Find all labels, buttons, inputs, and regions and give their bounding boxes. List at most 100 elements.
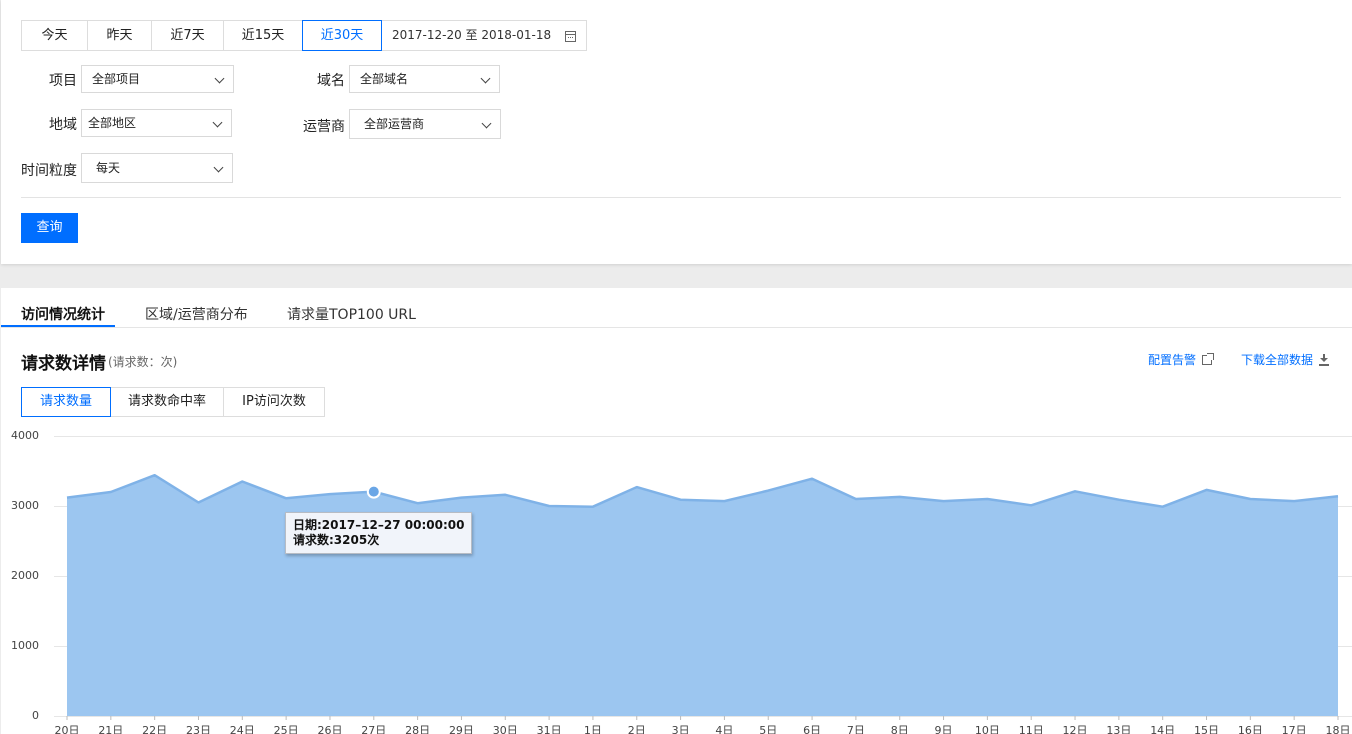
data-point	[328, 493, 331, 496]
granularity-select[interactable]: 每天	[81, 153, 233, 183]
download-all-link[interactable]: 下载全部数据	[1241, 351, 1330, 368]
data-point	[1161, 505, 1164, 508]
x-tick-label: 13日	[1106, 724, 1131, 734]
granularity-select-value: 每天	[96, 161, 121, 175]
tab-region-isp[interactable]: 区域/运营商分布	[145, 307, 248, 323]
isp-select[interactable]: 全部运营商	[349, 109, 501, 139]
range-yesterday-button[interactable]: 昨天	[88, 21, 152, 50]
x-tick-label: 25日	[274, 724, 299, 734]
data-point	[1249, 498, 1252, 501]
data-point	[679, 498, 682, 501]
region-label: 地域	[49, 117, 77, 133]
x-tick-label: 10日	[975, 724, 1000, 734]
x-tick-label: 27日	[361, 724, 386, 734]
data-point	[854, 498, 857, 501]
x-tick-label: 2日	[628, 724, 646, 734]
project-label: 项目	[49, 73, 77, 89]
date-range-picker[interactable]: 2017-12-20 至 2018-01-18	[382, 21, 586, 50]
x-tick-label: 28日	[405, 724, 430, 734]
data-point	[767, 489, 770, 492]
region-select[interactable]: 全部地区	[81, 109, 232, 137]
domain-select[interactable]: 全部域名	[349, 65, 500, 93]
domain-select-value: 全部域名	[360, 72, 409, 86]
chevron-down-icon	[480, 73, 491, 84]
highlighted-point	[366, 484, 381, 499]
data-point	[1337, 495, 1340, 498]
x-tick-label: 5日	[759, 724, 777, 734]
range-7days-button[interactable]: 近7天	[152, 21, 224, 50]
x-tick-label: 20日	[55, 724, 80, 734]
tab-bar: 访问情况统计 区域/运营商分布 请求量TOP100 URL	[1, 288, 1352, 328]
tooltip-date: 日期:2017–12–27 00:00:00	[293, 518, 465, 532]
data-point	[66, 496, 69, 499]
y-tick-label: 4000	[11, 429, 39, 442]
data-point	[591, 505, 594, 508]
x-tick-label: 9日	[935, 724, 953, 734]
chevron-down-icon	[214, 73, 225, 84]
data-point	[1117, 498, 1120, 501]
data-point	[635, 486, 638, 489]
download-icon	[1319, 353, 1330, 366]
x-tick-label: 26日	[317, 724, 342, 734]
series-area	[67, 475, 1338, 716]
data-point	[241, 480, 244, 483]
data-point	[898, 495, 901, 498]
x-tick-label: 24日	[230, 724, 255, 734]
chevron-down-icon	[213, 162, 224, 173]
section-subtitle: (请求数：次)	[108, 355, 178, 369]
x-tick-label: 7日	[847, 724, 865, 734]
x-tick-label: 15日	[1194, 724, 1219, 734]
x-tick-label: 6日	[803, 724, 821, 734]
chart-tooltip: 日期:2017–12–27 00:00:00 请求数:3205次	[285, 512, 473, 554]
x-tick-label: 21日	[98, 724, 123, 734]
divider	[21, 197, 1341, 198]
data-point	[986, 498, 989, 501]
stats-panel: 访问情况统计 区域/运营商分布 请求量TOP100 URL 请求数详情 (请求数…	[1, 288, 1352, 734]
metric-request-count-button[interactable]: 请求数量	[21, 387, 111, 417]
data-point	[723, 500, 726, 503]
project-select-value: 全部项目	[92, 72, 141, 86]
y-tick-label: 3000	[11, 499, 39, 512]
filter-panel: 今天 昨天 近7天 近15天 近30天 2017-12-20 至 2018-01…	[1, 0, 1352, 264]
metric-hit-rate-button[interactable]: 请求数命中率	[111, 388, 224, 416]
domain-label: 域名	[317, 73, 345, 89]
isp-select-value: 全部运营商	[364, 117, 425, 131]
x-tick-label: 4日	[715, 724, 733, 734]
data-point	[504, 493, 507, 496]
x-tick-label: 23日	[186, 724, 211, 734]
data-point	[811, 477, 814, 480]
date-range-text: 2017-12-20 至 2018-01-18	[392, 28, 552, 42]
x-tick-label: 18日	[1326, 724, 1351, 734]
series-line	[66, 473, 1339, 508]
data-point	[285, 497, 288, 500]
project-select[interactable]: 全部项目	[81, 65, 234, 93]
calendar-icon[interactable]	[565, 30, 577, 42]
range-today-button[interactable]: 今天	[22, 21, 88, 50]
data-point	[1205, 488, 1208, 491]
data-point	[416, 502, 419, 505]
x-tick-label: 17日	[1282, 724, 1307, 734]
region-select-value: 全部地区	[88, 116, 137, 130]
tooltip-value: 请求数:3205次	[293, 533, 380, 547]
range-30days-button[interactable]: 近30天	[302, 20, 382, 51]
query-button[interactable]: 查询	[21, 213, 78, 243]
section-title: 请求数详情	[21, 354, 106, 374]
config-alert-link[interactable]: 配置告警	[1148, 351, 1215, 368]
data-point	[153, 474, 156, 477]
x-tick-label: 14日	[1150, 724, 1175, 734]
data-point	[109, 491, 112, 494]
download-all-label: 下载全部数据	[1241, 353, 1314, 367]
config-alert-label: 配置告警	[1148, 353, 1197, 367]
granularity-label: 时间粒度	[21, 163, 77, 179]
range-15days-button[interactable]: 近15天	[224, 21, 303, 50]
y-tick-label: 1000	[11, 639, 39, 652]
x-tick-label: 29日	[449, 724, 474, 734]
metric-ip-visits-button[interactable]: IP访问次数	[242, 394, 306, 409]
x-tick-label: 30日	[493, 724, 518, 734]
data-point	[1074, 490, 1077, 493]
data-point	[460, 496, 463, 499]
tab-access-stats[interactable]: 访问情况统计	[21, 307, 105, 323]
x-tick-label: 1日	[584, 724, 602, 734]
tab-top100-url[interactable]: 请求量TOP100 URL	[287, 307, 416, 323]
x-tick-label: 31日	[537, 724, 562, 734]
